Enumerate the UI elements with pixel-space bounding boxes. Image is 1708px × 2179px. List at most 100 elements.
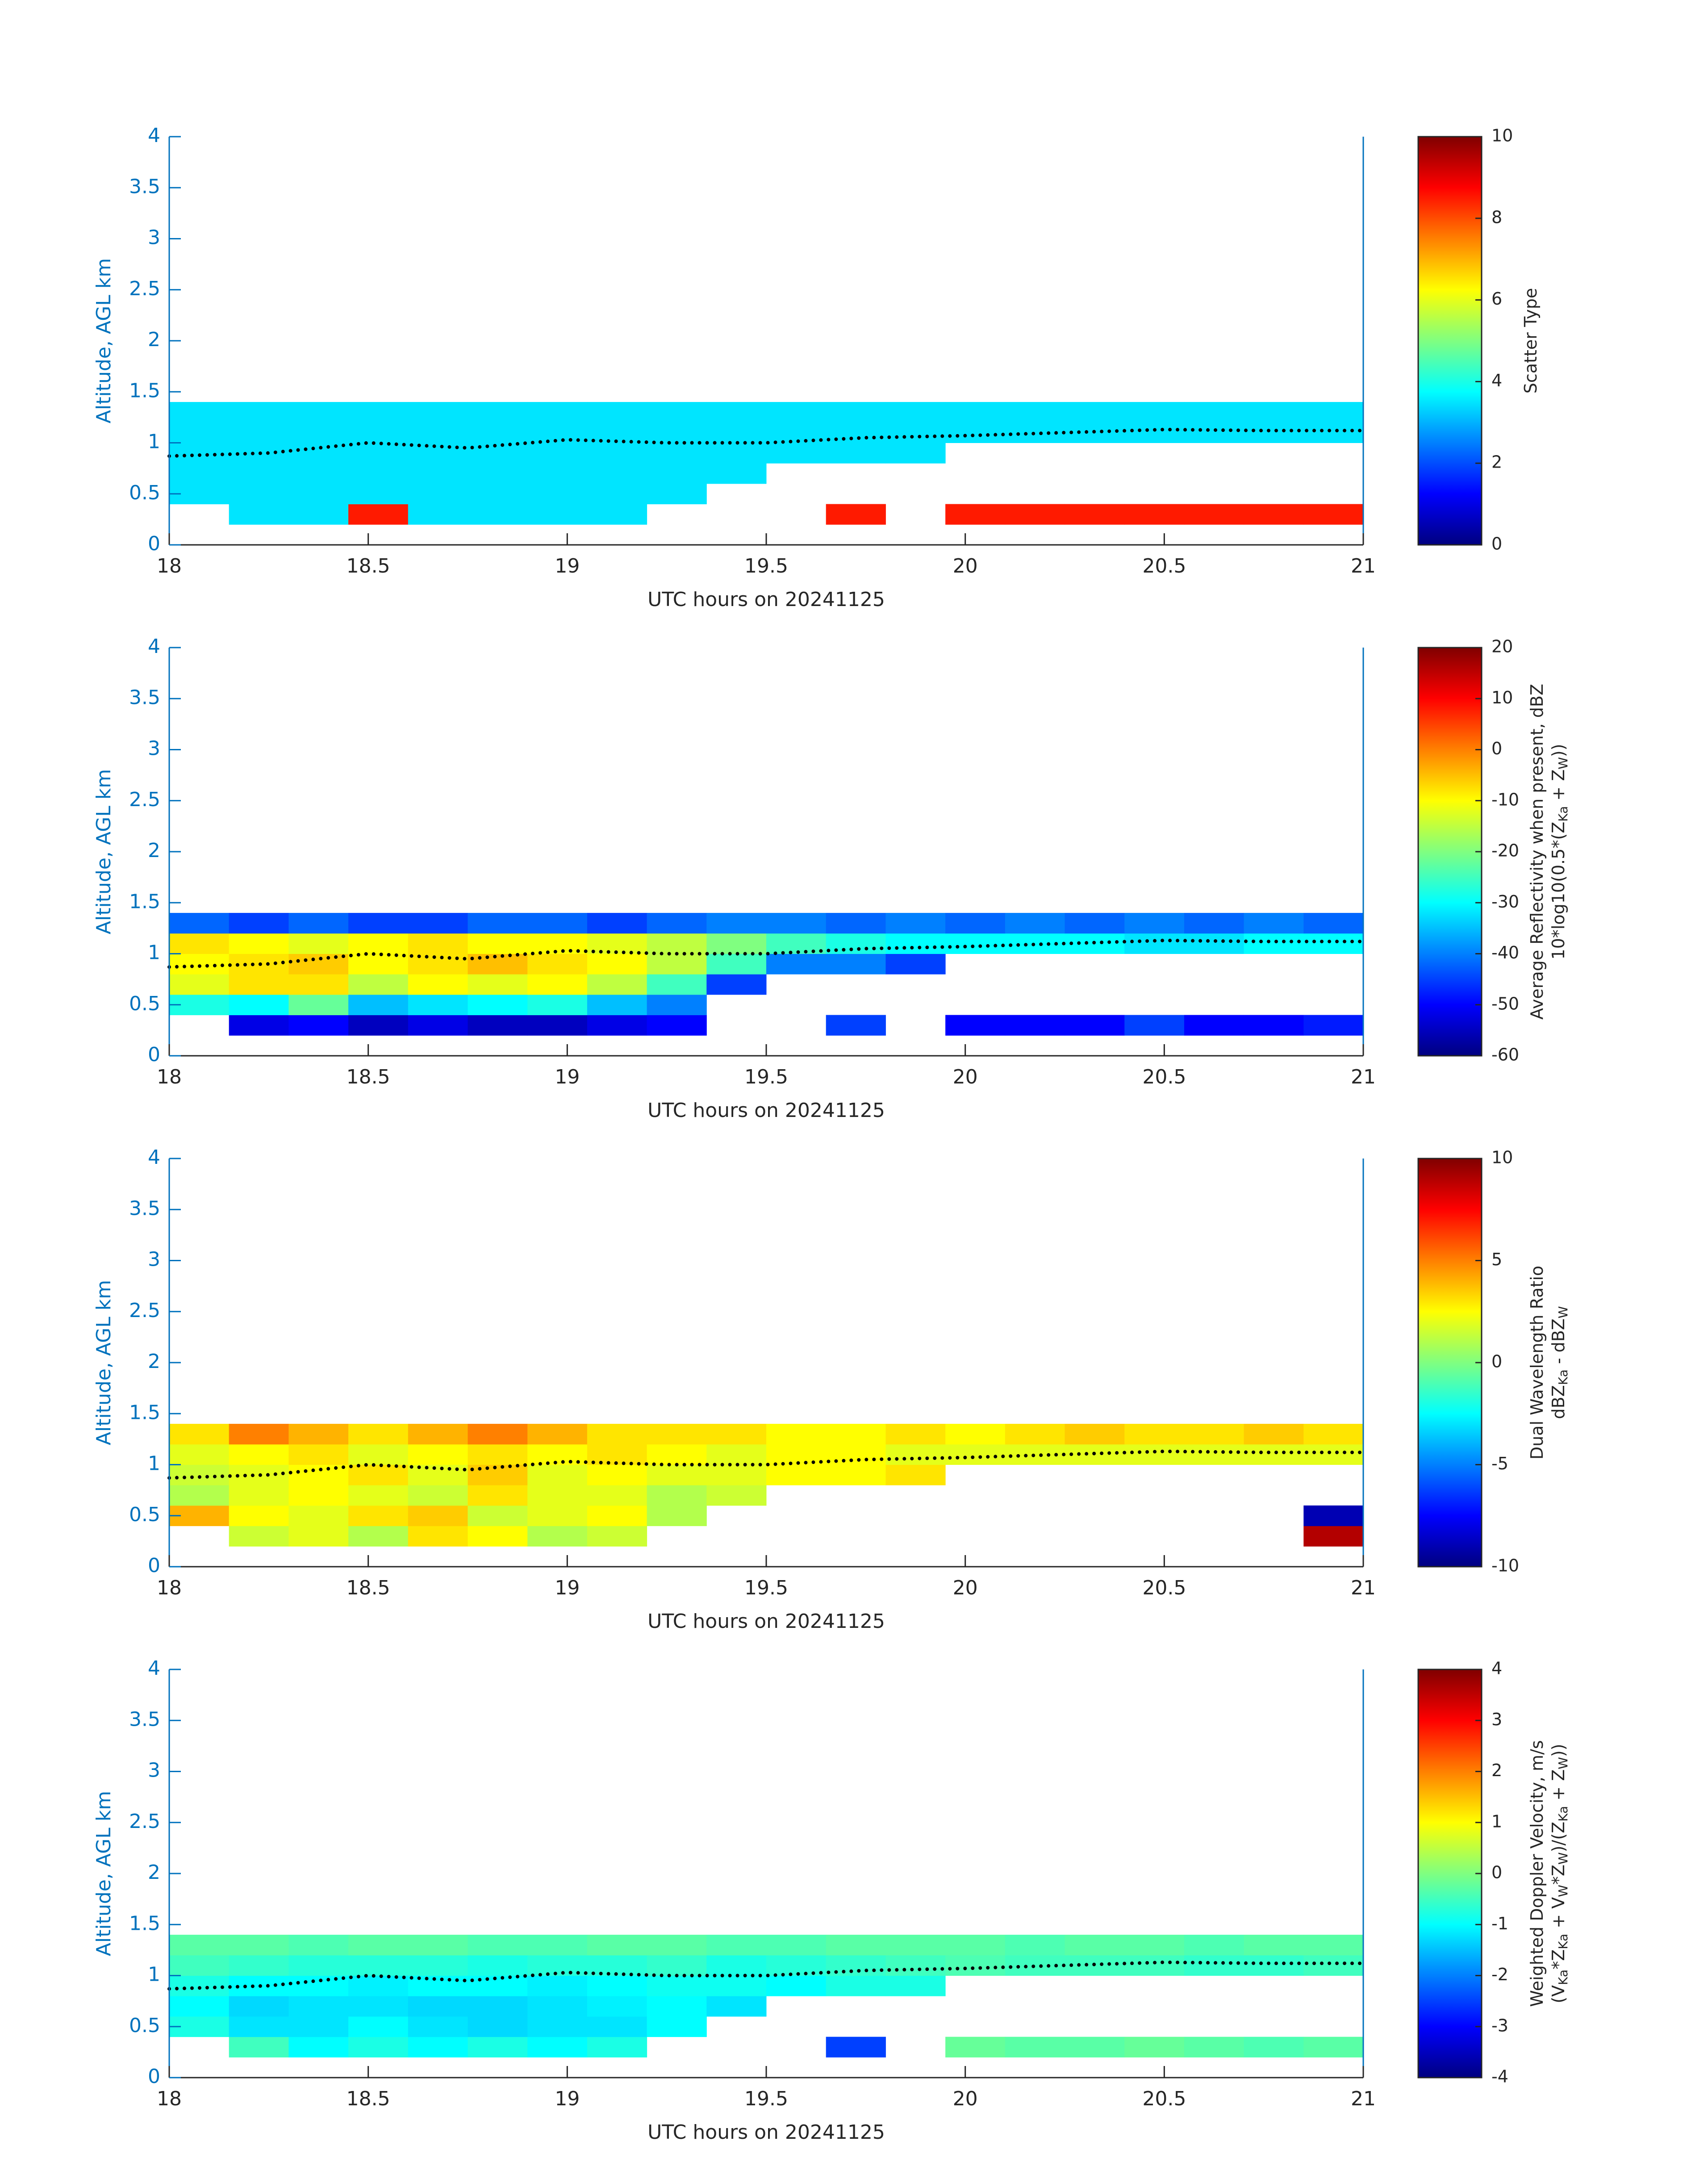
heatmap-cell	[1244, 422, 1304, 443]
heatmap-cell	[1244, 402, 1304, 423]
heatmap-cell	[527, 1424, 588, 1445]
heatmap-cell	[348, 1996, 409, 2017]
colorbar-tick-label: 10	[1491, 126, 1513, 146]
cloud-base-line	[167, 1960, 1365, 1991]
heatmap-cell	[1244, 1015, 1304, 1036]
x-tick-label: 19	[555, 555, 580, 577]
heatmap-cell	[527, 463, 588, 484]
heatmap-cell	[229, 422, 289, 443]
colorbar-tick-label: -20	[1491, 841, 1519, 861]
y-axis-label: Altitude, AGL km	[92, 1791, 115, 1956]
colorbar-tick-label: 4	[1491, 371, 1502, 390]
colorbar	[1417, 1158, 1482, 1568]
colorbar-tick-label: -1	[1491, 1914, 1508, 1933]
x-tick-label: 20	[953, 1066, 978, 1088]
heatmap-cell	[885, 1975, 946, 1996]
heatmap-cell	[408, 954, 468, 974]
heatmap-cell	[1244, 1424, 1304, 1445]
heatmap-cell	[647, 443, 707, 464]
heatmap-cell	[587, 1485, 647, 1506]
heatmap-cell	[647, 422, 707, 443]
heatmap-cell	[348, 974, 409, 995]
y-tick-label: 1	[148, 1452, 160, 1475]
heatmap-cell	[945, 402, 1006, 423]
y-axis-label: Altitude, AGL km	[92, 1280, 115, 1445]
y-tick-label: 1	[148, 431, 160, 453]
heatmap-cell	[885, 1444, 946, 1465]
heatmap-cell	[587, 1444, 647, 1465]
heatmap-cell	[169, 402, 230, 423]
colorbar-tick-label: -10	[1491, 790, 1519, 809]
heatmap-cell	[885, 1935, 946, 1956]
heatmap-cell	[587, 2016, 647, 2037]
heatmap-cell	[885, 954, 946, 974]
heatmap-cell	[288, 2016, 349, 2037]
heatmap-cell	[527, 1505, 588, 1527]
heatmap-cell	[169, 974, 230, 995]
heatmap-cell	[468, 1015, 528, 1036]
heatmap-cell	[1244, 1444, 1304, 1465]
heatmap-cell	[288, 1996, 349, 2017]
heatmap-cell	[527, 1526, 588, 1547]
heatmap-cell	[288, 1975, 349, 1996]
heatmap-cell	[288, 443, 349, 464]
x-tick-label: 21	[1351, 1577, 1376, 1599]
heatmap-cell	[826, 954, 886, 974]
heatmap-cell	[587, 974, 647, 995]
colorbar-tick-label: 10	[1491, 688, 1513, 707]
heatmap-cell	[647, 402, 707, 423]
heatmap-cell	[1124, 933, 1185, 954]
heatmap-cell	[1005, 504, 1065, 525]
heatmap-cell	[229, 1015, 289, 1036]
heatmap-cell	[468, 994, 528, 1016]
heatmap-cell	[408, 1485, 468, 1506]
heatmap-cell	[408, 463, 468, 484]
heatmap-cell	[647, 1444, 707, 1465]
heatmap-cell	[647, 1424, 707, 1445]
heatmap-cell	[587, 954, 647, 974]
heatmap-cell	[766, 913, 827, 934]
colorbar-label-part: W	[1556, 1885, 1570, 1897]
heatmap-cell	[288, 1935, 349, 1956]
heatmap-cell	[587, 933, 647, 954]
heatmap-cell	[766, 1424, 827, 1445]
heatmap-cell	[1244, 1935, 1304, 1956]
heatmap-cell	[1124, 402, 1185, 423]
heatmap-cell	[527, 974, 588, 995]
y-tick-label: 0.5	[129, 1503, 160, 1526]
heatmap-cell	[169, 1464, 230, 1485]
heatmap-cell	[229, 1955, 289, 1976]
heatmap-cell	[229, 2037, 289, 2058]
y-tick-label: 2	[148, 1861, 160, 1884]
y-tick-label: 0.5	[129, 992, 160, 1015]
heatmap-cell	[945, 933, 1006, 954]
heatmap-cell	[1303, 1526, 1364, 1547]
heatmap-cell	[647, 954, 707, 974]
colorbar-label: Scatter Type	[1521, 288, 1541, 393]
heatmap-cell	[348, 954, 409, 974]
x-tick-label: 20	[953, 1577, 978, 1599]
colorbar-label-part: W	[1556, 1306, 1570, 1318]
heatmap-cell	[288, 2037, 349, 2058]
heatmap-cell	[647, 1975, 707, 1996]
heatmap-cell	[348, 1444, 409, 1465]
heatmap-cell	[468, 1996, 528, 2017]
heatmap-cell	[229, 974, 289, 995]
x-tick-label: 19.5	[744, 2087, 788, 2110]
heatmap-cell	[885, 913, 946, 934]
heatmap-cell	[468, 443, 528, 464]
colorbar-label: Weighted Doppler Velocity, m/s	[1527, 1740, 1547, 2007]
heatmap-cell	[945, 913, 1006, 934]
heatmap-cell	[527, 1464, 588, 1485]
y-tick-label: 3	[148, 1759, 160, 1782]
x-tick-label: 18	[157, 1066, 182, 1088]
heatmap-cell	[1184, 1955, 1244, 1976]
heatmap-cell	[288, 954, 349, 974]
heatmap-cell	[169, 1996, 230, 2017]
heatmap-cell	[468, 1424, 528, 1445]
heatmap-cell	[766, 1935, 827, 1956]
heatmap-cell	[1065, 1015, 1125, 1036]
heatmap-cell	[706, 1955, 767, 1976]
heatmap-cell	[647, 933, 707, 954]
panel: 18 18.5 19 19.5 20 20.5 2100.511.522.533.54UTC…	[92, 124, 1541, 611]
